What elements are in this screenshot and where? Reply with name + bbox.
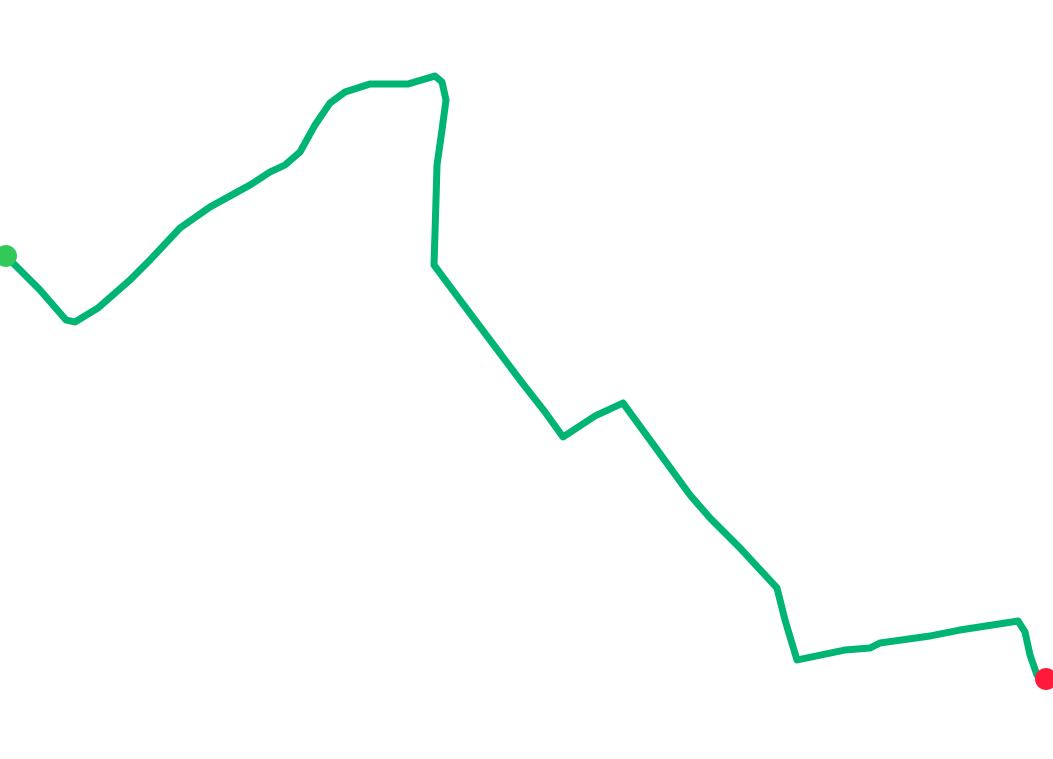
start-point-icon[interactable] xyxy=(0,245,17,267)
route-line xyxy=(2,72,1050,683)
end-point-icon[interactable] xyxy=(1035,668,1053,690)
